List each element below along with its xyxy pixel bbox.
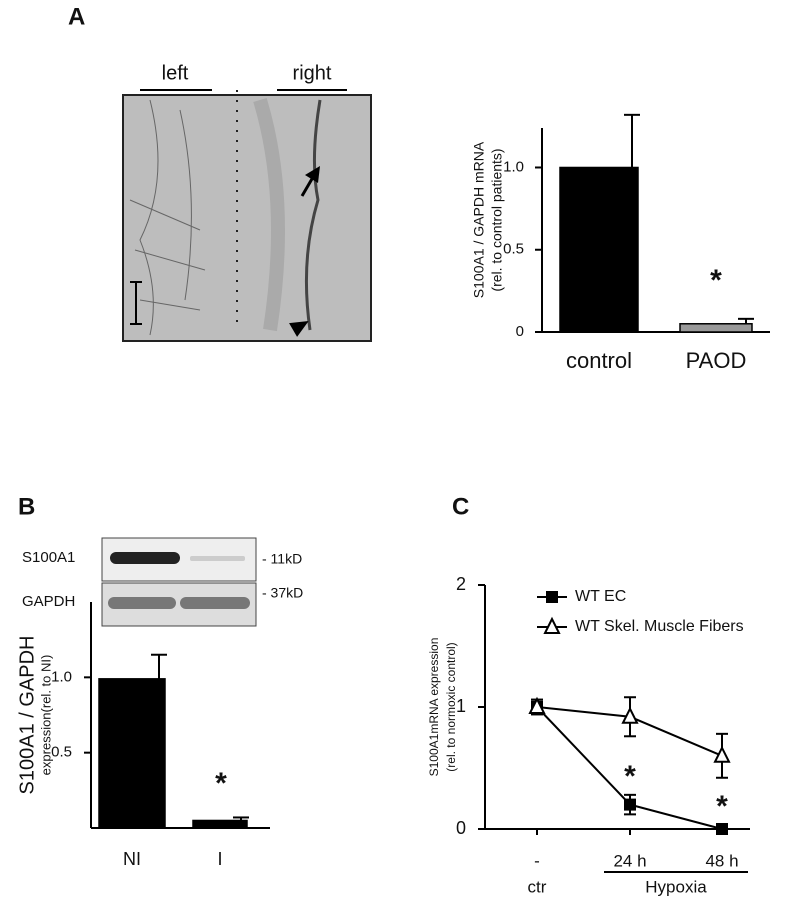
blot-band xyxy=(180,597,250,609)
y-tick-label: 0 xyxy=(516,323,524,340)
x-tick-label: 48 h xyxy=(705,851,738,870)
panel-label: B xyxy=(18,493,35,520)
y-tick-label: 0.5 xyxy=(503,241,524,258)
blot-band xyxy=(108,597,176,609)
angiogram-image xyxy=(122,94,372,342)
y-tick-label: 0.5 xyxy=(51,744,72,761)
marker xyxy=(624,798,636,811)
blot-label: S100A1 xyxy=(22,549,75,566)
blot-size: - 37kD xyxy=(262,585,303,601)
significance-mark: * xyxy=(716,790,728,823)
significance-mark: * xyxy=(710,264,722,297)
legend-label: WT EC xyxy=(575,588,626,605)
shadow xyxy=(253,97,285,332)
y-axis-label: S100A1 / GAPDH xyxy=(16,636,38,795)
x-tick-label: NI xyxy=(123,849,141,869)
significance-mark: * xyxy=(624,760,636,793)
arrow-head xyxy=(305,166,320,183)
x-tick-label: 24 h xyxy=(613,851,646,870)
western-blot: S100A1 GAPDH - 11kD - 37kD xyxy=(22,537,303,627)
bar xyxy=(192,819,248,829)
blot-label: GAPDH xyxy=(22,593,75,610)
significance-mark: * xyxy=(215,767,227,800)
vessels xyxy=(129,99,206,336)
x-axis-label: Hypoxia xyxy=(645,877,707,896)
x-tick-label: control xyxy=(566,348,632,373)
y-axis-label: S100A1 / GAPDH mRNA xyxy=(471,141,487,298)
angiogram: left right xyxy=(122,62,372,342)
legend-marker xyxy=(546,591,558,603)
y-tick-label: 1.0 xyxy=(51,668,72,685)
x-note: ctr xyxy=(528,877,547,896)
legend-marker xyxy=(543,616,561,634)
bar xyxy=(679,323,753,333)
blot-size: - 11kD xyxy=(262,551,302,567)
vessel xyxy=(304,99,322,331)
arrowhead xyxy=(289,321,309,337)
y-axis-label: expression(rel. to NI) xyxy=(38,655,53,776)
y-tick-label: 1.0 xyxy=(503,158,524,175)
x-tick-label: PAOD xyxy=(686,348,747,373)
y-axis-label: S100A1mRNA expression xyxy=(427,638,441,777)
marker xyxy=(621,706,639,724)
bar xyxy=(98,678,166,829)
y-tick-label: 2 xyxy=(456,574,466,594)
blot-band xyxy=(110,552,180,564)
angiogram-label: right xyxy=(293,62,332,84)
y-axis-label: (rel. to control patients) xyxy=(489,148,505,291)
panel-label: A xyxy=(68,3,85,30)
y-axis-label: (rel. to normoxic control) xyxy=(444,642,458,771)
panel-label: C xyxy=(452,493,469,520)
x-tick-label: I xyxy=(217,849,222,869)
marker xyxy=(713,745,731,763)
x-tick-label: - xyxy=(534,851,540,870)
y-tick-label: 1 xyxy=(456,696,466,716)
y-tick-label: 0 xyxy=(456,818,466,838)
bar xyxy=(559,166,639,333)
angiogram-label: left xyxy=(162,62,189,84)
marker xyxy=(528,696,546,714)
blot-band xyxy=(190,556,245,561)
legend-label: WT Skel. Muscle Fibers xyxy=(575,618,744,635)
